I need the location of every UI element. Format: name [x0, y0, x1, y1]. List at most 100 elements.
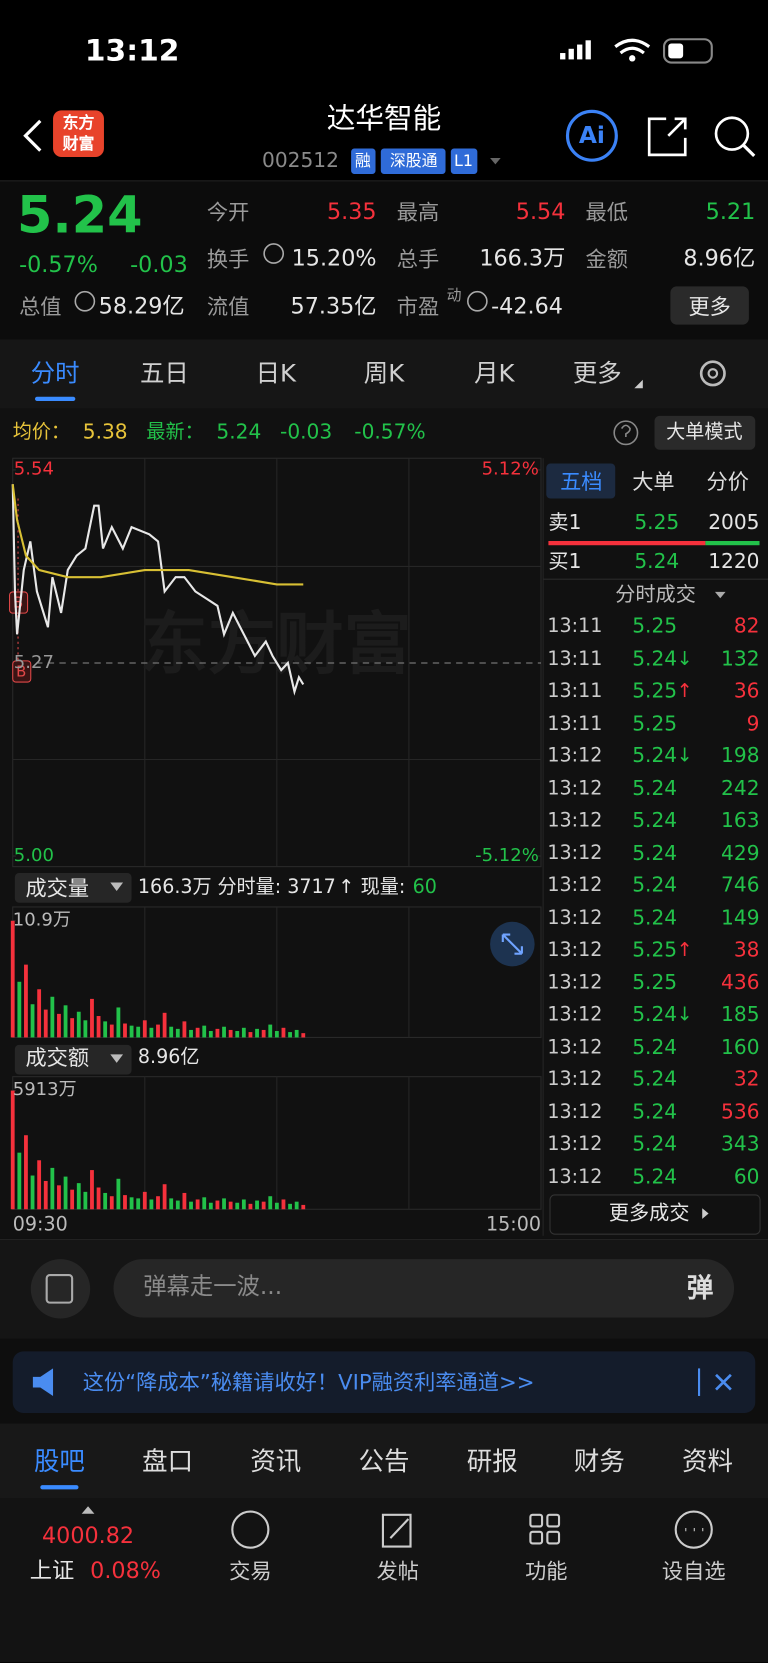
nav-label[interactable]: 交易	[229, 1558, 272, 1584]
icons	[23, 38, 756, 1549]
danmaku-button[interactable]: 弹	[686, 1272, 714, 1304]
trade-price: 5.24	[632, 1035, 678, 1059]
amt-title-bg[interactable]	[14, 1044, 132, 1075]
volume-bar	[90, 998, 94, 1038]
dropdown-icon[interactable]	[490, 158, 501, 165]
section-tab[interactable]: 公告	[358, 1446, 410, 1477]
comment-list-button[interactable]	[30, 1259, 91, 1319]
side-tab[interactable]: 分价	[706, 468, 749, 495]
volume-bar	[116, 1178, 121, 1210]
vol-title-bg[interactable]	[14, 873, 132, 903]
volume-bar	[248, 1032, 253, 1038]
volume-bar	[255, 1028, 259, 1038]
panel-title[interactable]: 成交额	[25, 1044, 90, 1071]
comment-placeholder[interactable]: 弹幕走一波...	[143, 1273, 283, 1301]
book-price: 5.24	[634, 550, 680, 574]
chart-tab[interactable]: 日K	[255, 360, 297, 388]
volume-bar	[228, 1201, 233, 1210]
side-tab[interactable]: 大单	[632, 468, 675, 495]
volume-bar	[222, 1026, 226, 1038]
volume-bar	[169, 1026, 174, 1038]
trade-volume: 160	[721, 1035, 760, 1059]
stock-tag: L1	[454, 151, 474, 171]
section-tab[interactable]: 研报	[466, 1446, 518, 1477]
nav-label[interactable]: 设自选	[661, 1558, 726, 1584]
settings-icon[interactable]	[699, 360, 726, 387]
tab-underline	[35, 396, 76, 401]
volume-bar	[261, 1029, 266, 1038]
trade-volume: 38	[733, 938, 760, 962]
logo-text: 东方	[62, 112, 95, 133]
trade-icon[interactable]	[231, 1510, 270, 1549]
nav-label[interactable]: 功能	[525, 1558, 568, 1584]
section-tab[interactable]: 股吧	[33, 1446, 85, 1477]
signal-icon	[560, 40, 591, 60]
post-icon[interactable]	[381, 1513, 412, 1548]
more-button-label[interactable]: 更多	[688, 293, 731, 320]
chart-tab[interactable]: 更多	[572, 360, 622, 388]
close-icon[interactable]	[715, 1373, 732, 1391]
more-trades-button[interactable]	[549, 1194, 761, 1235]
settings-core	[707, 368, 719, 379]
avg-label: 均价：	[12, 421, 71, 444]
help-icon[interactable]	[613, 420, 639, 446]
trade-time: 13:12	[547, 809, 603, 832]
trade-volume: 149	[721, 905, 760, 930]
trade-volume: 536	[721, 1100, 760, 1124]
ai-icon[interactable]	[565, 109, 618, 162]
volume-bar	[50, 1167, 55, 1210]
trade-price: 5.24	[632, 808, 678, 833]
volume-bar	[241, 1199, 246, 1210]
logo-bg[interactable]	[53, 110, 104, 157]
trade-time: 13:12	[547, 744, 603, 767]
comment-input[interactable]	[113, 1259, 735, 1318]
trade-volume: 242	[721, 776, 760, 800]
banner-bg[interactable]	[12, 1351, 756, 1413]
latest-value: 5.24	[216, 420, 262, 444]
chart-tab[interactable]: 周K	[363, 360, 405, 388]
tag-bg	[450, 148, 478, 174]
y2-tick-label: -5.12%	[475, 844, 539, 867]
chart-tab[interactable]: 分时	[30, 360, 80, 388]
chart-tab[interactable]: 五日	[140, 360, 189, 388]
volume-bar	[248, 1203, 253, 1210]
more-trades-label[interactable]: 更多成交	[608, 1201, 690, 1225]
more-button[interactable]	[670, 286, 749, 325]
watchlist-icon[interactable]	[674, 1510, 713, 1549]
info-icon	[467, 290, 488, 312]
banner-text[interactable]: 这份“降成本”秘籍请收好！VIP融资利率通道>>	[82, 1369, 535, 1395]
volume-bar	[162, 1184, 167, 1210]
bid-ratio	[705, 540, 760, 546]
volume-bar	[182, 1192, 187, 1210]
volume-bar	[10, 1090, 15, 1210]
dropdown-icon[interactable]	[714, 591, 726, 599]
function-icon[interactable]	[529, 1513, 561, 1545]
volume-bar	[43, 1009, 48, 1038]
section-tab[interactable]: 财务	[573, 1446, 625, 1477]
big-order-label[interactable]: 大单模式	[666, 421, 743, 444]
back-icon[interactable]	[23, 119, 42, 152]
current-volume-label: 现量:	[360, 876, 406, 899]
index-value[interactable]: 4000.82	[41, 1522, 135, 1549]
trades-title[interactable]: 分时成交	[615, 582, 696, 607]
side-tab[interactable]: 五档	[560, 468, 603, 495]
trade-marker-label: B	[13, 594, 23, 612]
section-tab[interactable]: 资讯	[250, 1446, 302, 1477]
volume-bar	[57, 1013, 61, 1038]
ai-label[interactable]: Ai	[578, 123, 605, 150]
stat-label: 换手	[206, 246, 250, 272]
volume-bar	[274, 1031, 279, 1038]
stat-value: 8.96亿	[683, 245, 756, 272]
search-icon[interactable]	[714, 116, 750, 151]
share-icon[interactable]	[647, 117, 687, 157]
big-order-button[interactable]	[654, 415, 756, 450]
chart-tab[interactable]: 月K	[474, 360, 515, 388]
ask-ratio	[548, 540, 706, 546]
panel-title[interactable]: 成交量	[25, 875, 90, 901]
index-name[interactable]: 上证	[29, 1557, 75, 1584]
section-tab[interactable]: 盘口	[142, 1446, 194, 1477]
volume-bar	[208, 1202, 213, 1210]
nav-label[interactable]: 发帖	[376, 1558, 420, 1584]
section-tab[interactable]: 资料	[682, 1446, 733, 1477]
volume-bar	[136, 1026, 141, 1038]
